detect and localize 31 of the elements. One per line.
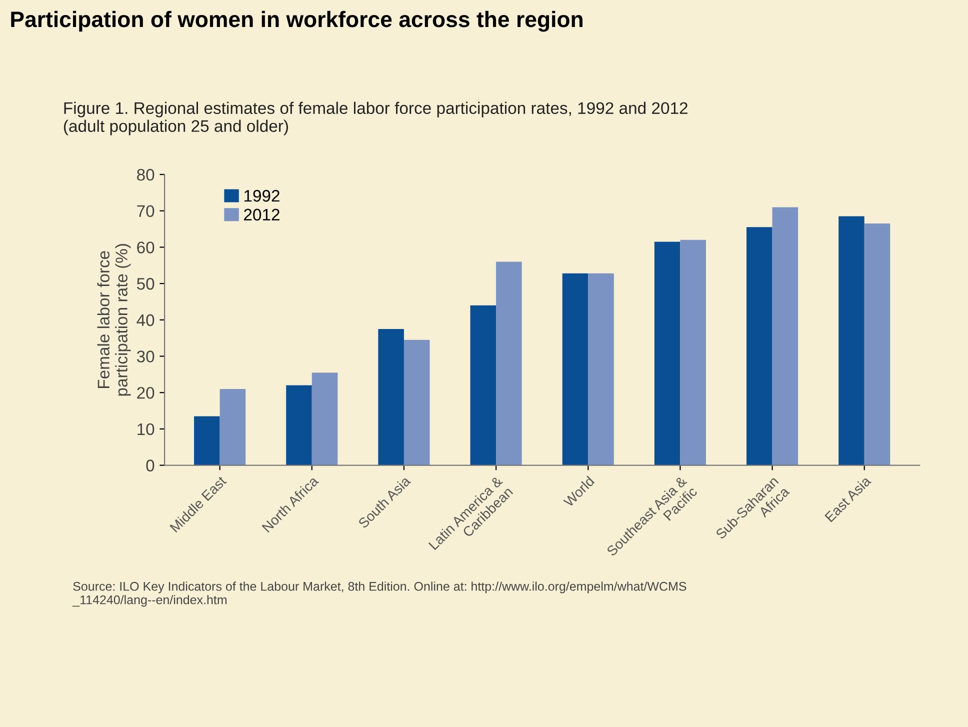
bar (588, 273, 614, 466)
bar (772, 207, 798, 466)
bar (470, 305, 496, 466)
y-tick-label: 50 (136, 278, 154, 290)
bar (680, 240, 706, 466)
bar (654, 242, 680, 466)
y-tick-label: 0 (146, 460, 154, 472)
chart-title: Participation of women in workforce across the region (11, 10, 582, 32)
source-note: Source: ILO Key Indicators of the Labour Market, 8th Edition. Online at: http://www.ilo.org/empelm/what/WCMS _114240/lang--en/index.htm (72, 582, 686, 607)
legend-label: 1992 (244, 190, 280, 202)
bar (746, 227, 772, 466)
y-tick-label: 20 (137, 386, 154, 399)
y-axis-title: Female labor force participation rate (%) (97, 244, 131, 396)
y-tick-label: 40 (136, 314, 154, 326)
y-tick-label: 10 (138, 423, 154, 436)
legend-label: 2012 (244, 208, 280, 221)
y-tick-label: 70 (137, 205, 154, 218)
bar (838, 216, 864, 466)
y-tick-label: 30 (136, 350, 154, 362)
bar (194, 416, 220, 466)
y-tick-label: 60 (137, 242, 154, 254)
y-tick-label: 80 (137, 168, 154, 181)
bar (562, 273, 588, 466)
bar (404, 340, 430, 466)
bar (864, 224, 890, 466)
bar (312, 372, 338, 466)
chart-subtitle: Figure 1. Regional estimates of female labor force participation rates, 1992 and 2012 (adult population 25 and older) (64, 102, 688, 136)
bar (378, 328, 404, 466)
bar (496, 262, 522, 466)
bar (286, 385, 312, 466)
bar (220, 388, 246, 466)
